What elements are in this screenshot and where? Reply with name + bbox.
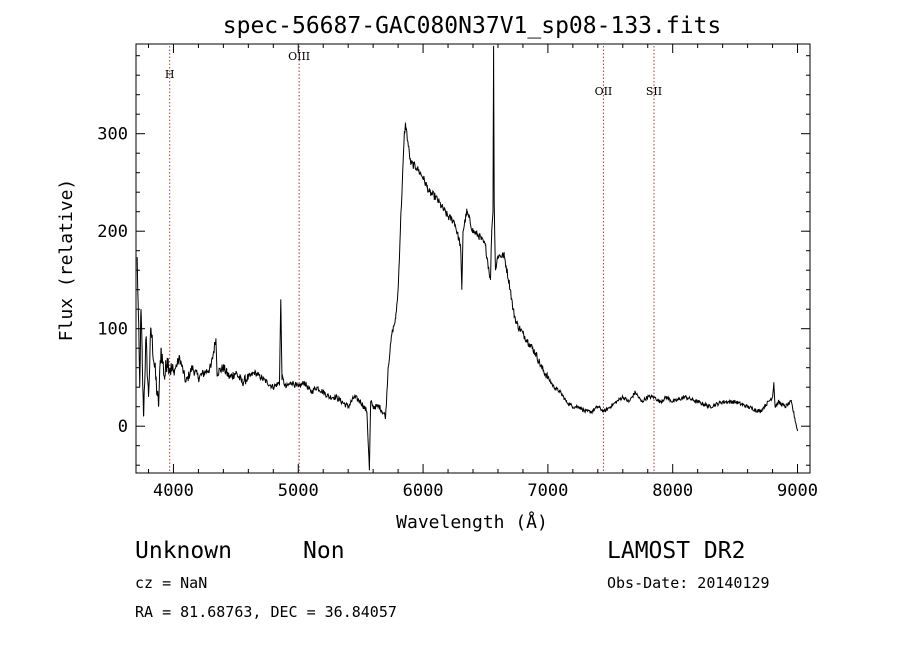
x-tick-label: 6000: [403, 481, 444, 501]
chart-title: spec-56687-GAC080N37V1_sp08-133.fits: [223, 13, 722, 39]
x-axis-label: Wavelength (Å): [396, 511, 548, 533]
coordinates: RA = 81.68763, DEC = 36.84057: [135, 603, 397, 621]
axis-ticks: 4000 5000 6000 7000 8000 9000 0 100 200 300: [97, 44, 818, 501]
line-label-oiii: OIII: [288, 50, 310, 63]
x-tick-label: 8000: [652, 481, 693, 501]
line-label-h: H: [165, 68, 175, 81]
y-tick-label: 100: [97, 320, 128, 340]
object-subclass: Non: [303, 538, 345, 564]
plot-frame: [135, 43, 811, 474]
survey-label: LAMOST DR2: [607, 538, 746, 564]
y-tick-label: 0: [118, 417, 128, 437]
y-tick-label: 200: [97, 222, 128, 242]
line-label-oii: OII: [595, 85, 613, 98]
emission-lines: H OIII OII SII: [165, 46, 662, 472]
x-tick-label: 7000: [527, 481, 568, 501]
redshift-value: cz = NaN: [135, 574, 208, 592]
obs-date: Obs-Date: 20140129: [607, 574, 770, 592]
x-tick-label: 5000: [278, 481, 319, 501]
y-axis-label: Flux (relative): [56, 179, 77, 342]
line-label-sii: SII: [646, 85, 662, 98]
spectrum-series-line: [136, 45, 798, 471]
object-class: Unknown: [135, 538, 232, 564]
x-tick-label: 4000: [153, 481, 194, 501]
x-tick-label: 9000: [777, 481, 818, 501]
y-tick-label: 300: [97, 125, 128, 145]
